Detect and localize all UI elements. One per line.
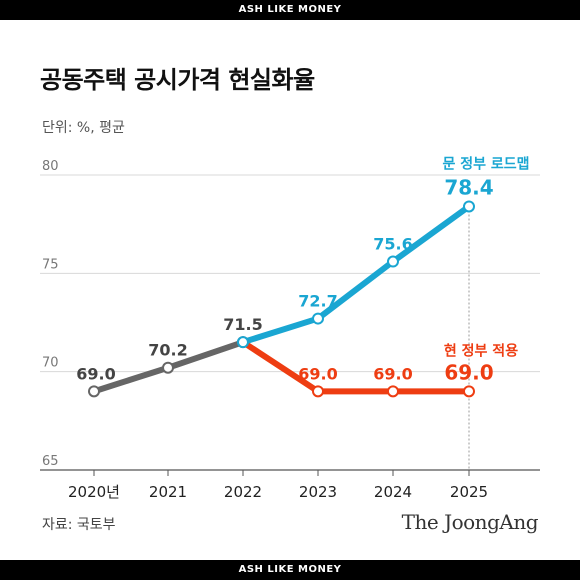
source-label: 자료: 국토부 [42, 517, 116, 533]
data-point [312, 312, 324, 325]
data-point [463, 385, 475, 398]
data-label: 71.5 [223, 315, 262, 334]
unit-label: 단위: %, 평균 [42, 120, 125, 136]
data-point [387, 255, 399, 268]
data-label: 69.0 [444, 360, 493, 384]
data-label: 69.0 [76, 364, 115, 383]
y-tick-label: 70 [42, 356, 59, 371]
x-tick-label: 2023 [299, 483, 337, 501]
y-tick-label: 80 [42, 159, 59, 174]
x-tick-label: 2021 [149, 483, 187, 501]
x-tick-label: 2024 [374, 483, 412, 501]
data-label: 78.4 [444, 175, 493, 199]
legend-label-current: 현 정부 적용 [444, 342, 518, 359]
y-tick-label: 65 [42, 454, 59, 469]
data-point [237, 336, 249, 349]
data-label: 69.0 [298, 364, 337, 383]
x-tick-label: 2022 [224, 483, 262, 501]
data-label: 69.0 [373, 364, 412, 383]
series-line-current [240, 339, 472, 395]
data-point [88, 385, 100, 398]
y-tick-label: 75 [42, 257, 59, 272]
data-label: 75.6 [373, 235, 412, 254]
chart-title: 공동주택 공시가격 현실화율 [40, 66, 315, 94]
data-point [162, 361, 174, 374]
x-tick-label: 2020년 [68, 483, 120, 501]
data-label: 70.2 [148, 341, 187, 360]
data-label: 72.7 [298, 292, 337, 311]
bottom-banner: ASH LIKE MONEY [0, 560, 580, 580]
top-banner: ASH LIKE MONEY [0, 0, 580, 20]
legend-label-moon: 문 정부 로드맵 [442, 155, 529, 172]
series-line-moon [240, 203, 472, 346]
brand-logo: The JoongAng [401, 510, 539, 534]
data-point [387, 385, 399, 398]
data-point [312, 385, 324, 398]
data-point [463, 200, 475, 213]
x-tick-label: 2025 [450, 483, 488, 501]
